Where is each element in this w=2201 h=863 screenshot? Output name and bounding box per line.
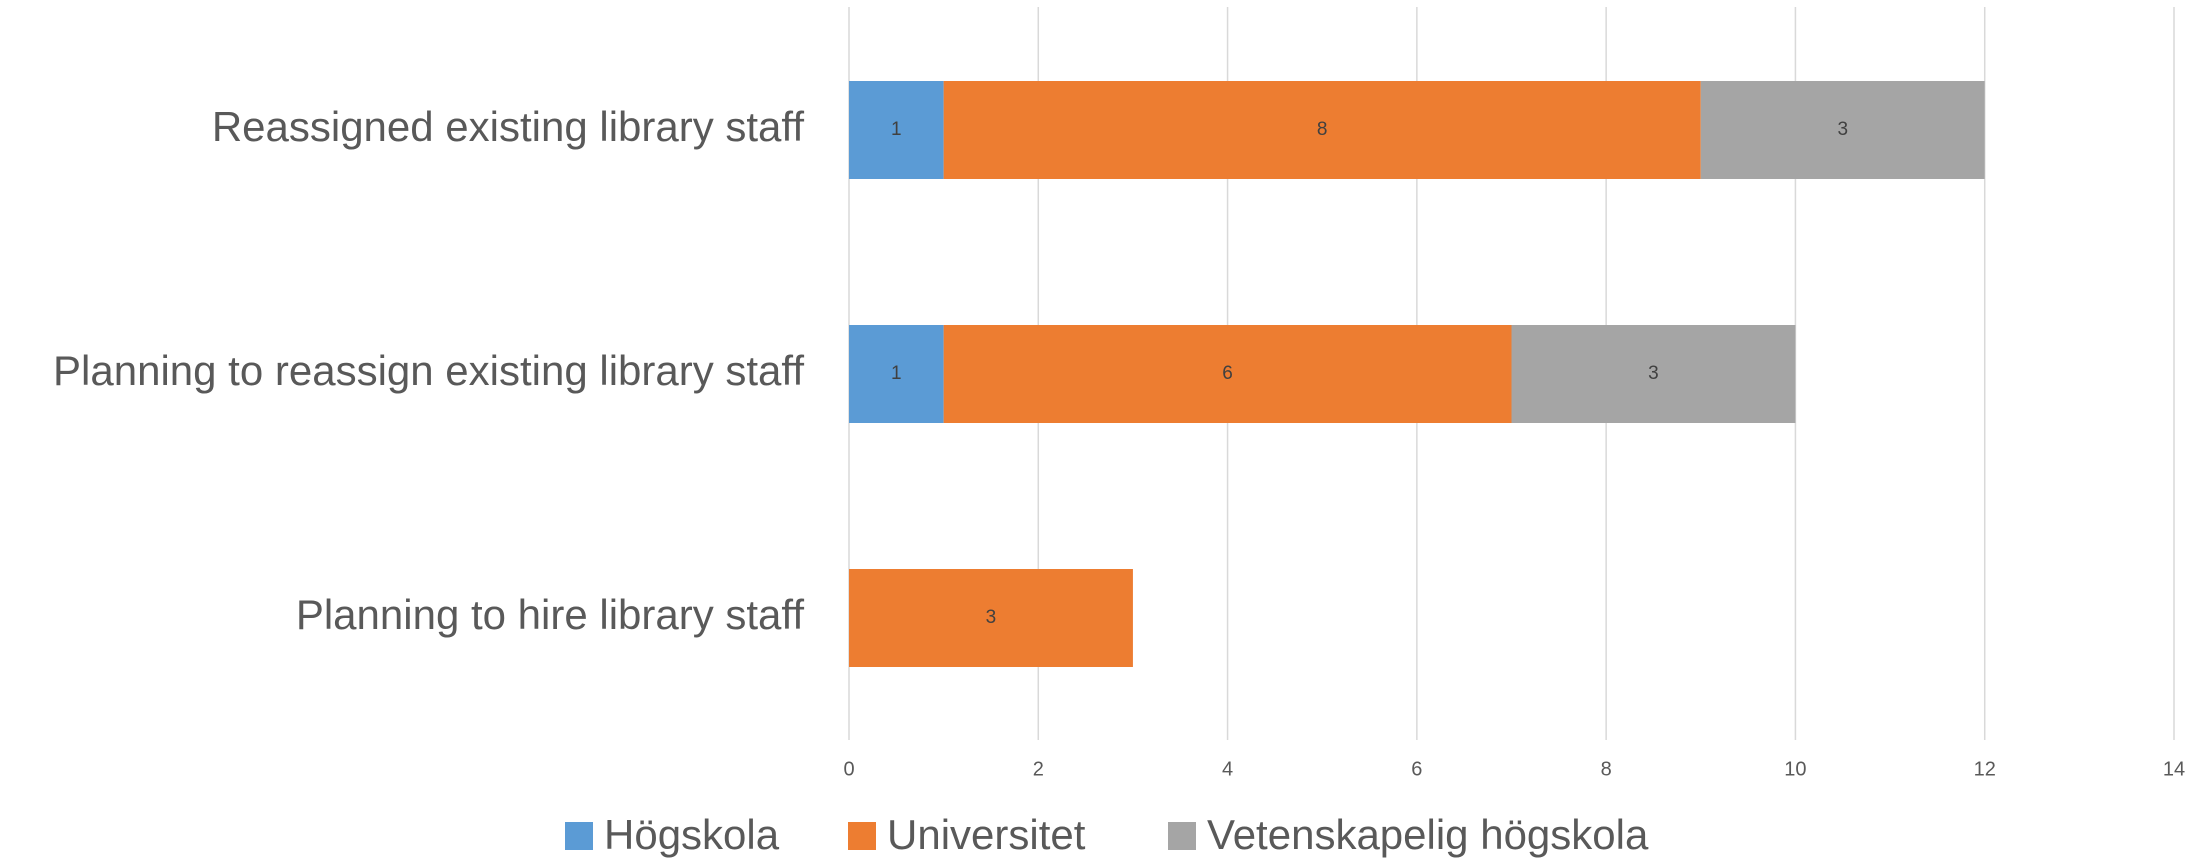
data-label: 1 — [891, 119, 902, 140]
category-label: Reassigned existing library staff — [212, 103, 805, 150]
x-tick-label: 2 — [1033, 758, 1044, 780]
legend-swatch — [1168, 822, 1196, 850]
legend-label: Vetenskapelig högskola — [1207, 811, 1649, 858]
data-label: 3 — [1648, 363, 1659, 384]
bar-segment — [943, 81, 1701, 179]
bar-segment — [849, 569, 1133, 667]
category-label: Planning to reassign existing library st… — [53, 347, 804, 394]
data-label: 1 — [891, 363, 902, 384]
x-tick-label: 6 — [1411, 758, 1422, 780]
data-label: 3 — [986, 607, 997, 628]
legend-swatch — [565, 822, 593, 850]
x-tick-label: 0 — [843, 758, 854, 780]
x-tick-label: 14 — [2163, 758, 2185, 780]
bar-segment — [849, 325, 944, 423]
bar-segment — [943, 325, 1512, 423]
x-tick-label: 4 — [1222, 758, 1233, 780]
x-tick-label: 12 — [1974, 758, 1996, 780]
bar-segment — [1511, 325, 1796, 423]
data-label: 8 — [1317, 119, 1328, 140]
legend-swatch — [848, 822, 876, 850]
x-tick-label: 8 — [1601, 758, 1612, 780]
data-label: 6 — [1222, 363, 1233, 384]
x-tick-label: 10 — [1784, 758, 1806, 780]
category-label: Planning to hire library staff — [296, 591, 804, 638]
legend-label: Högskola — [604, 811, 780, 858]
bar-segment — [849, 81, 944, 179]
data-label: 3 — [1837, 119, 1848, 140]
bar-segment — [1700, 81, 1985, 179]
legend-label: Universitet — [887, 811, 1086, 858]
